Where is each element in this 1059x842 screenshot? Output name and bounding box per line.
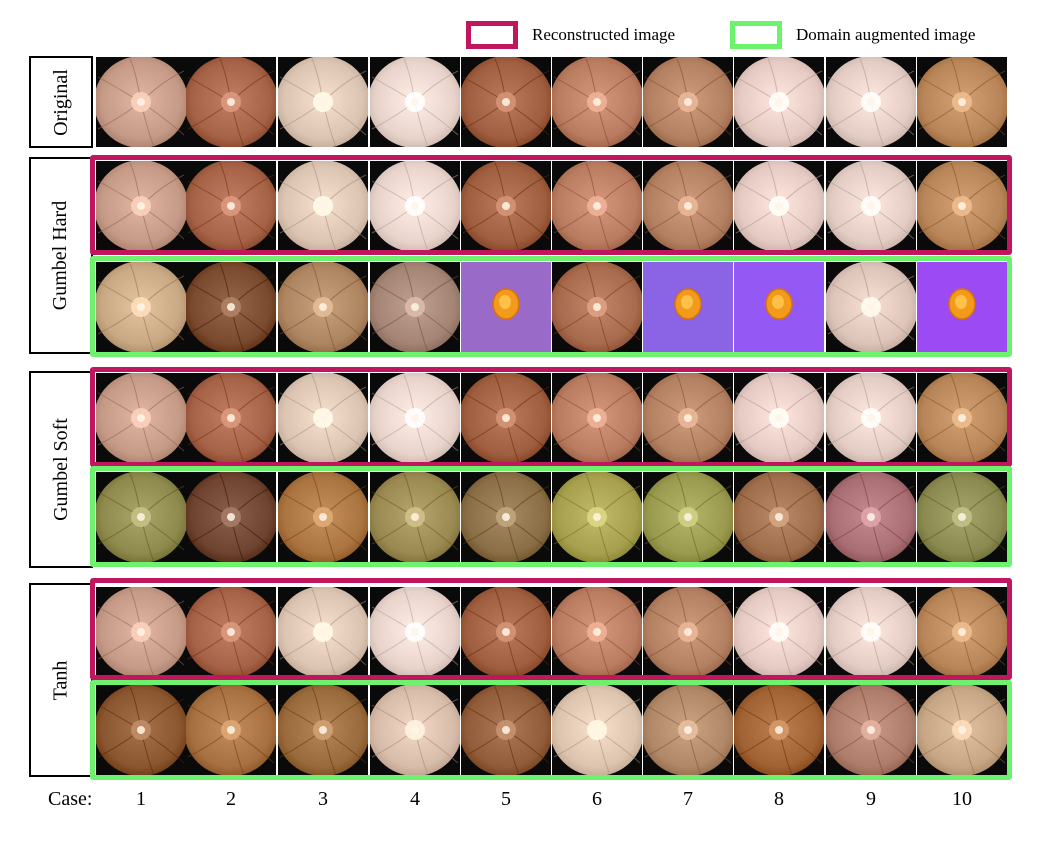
fundus-image-gumbel-hard-augmented-case-2 xyxy=(186,262,276,352)
case-number-8: 8 xyxy=(774,788,784,810)
case-number-5: 5 xyxy=(501,788,511,810)
fundus-image-gumbel-hard-reconstructed-case-1 xyxy=(96,161,186,251)
fundus-image-gumbel-hard-reconstructed-case-6 xyxy=(552,161,642,251)
fundus-image-gumbel-soft-augmented-case-4 xyxy=(370,472,460,562)
row-label-tanh: Tanh xyxy=(29,583,93,777)
fundus-image-original-case-1 xyxy=(96,57,186,147)
fundus-image-original-case-4 xyxy=(370,57,460,147)
legend-reconstructed-label: Reconstructed image xyxy=(532,25,676,44)
row-label-original: Original xyxy=(29,56,93,148)
fundus-image-tanh-reconstructed-case-10 xyxy=(917,587,1007,677)
fundus-image-gumbel-hard-augmented-case-1 xyxy=(96,262,186,352)
fundus-image-gumbel-soft-augmented-case-9 xyxy=(826,472,916,562)
fundus-image-tanh-augmented-case-2 xyxy=(186,685,276,775)
fundus-image-gumbel-soft-reconstructed-case-4 xyxy=(370,373,460,463)
case-axis-label: Case: xyxy=(48,788,93,810)
fundus-image-tanh-reconstructed-case-5 xyxy=(461,587,551,677)
legend-reconstructed: Reconstructed image xyxy=(466,18,675,52)
fundus-image-gumbel-hard-reconstructed-case-2 xyxy=(186,161,276,251)
case-number-7: 7 xyxy=(683,788,693,810)
fundus-image-gumbel-soft-reconstructed-case-8 xyxy=(734,373,824,463)
fundus-image-tanh-augmented-case-10 xyxy=(917,685,1007,775)
fundus-image-tanh-reconstructed-case-9 xyxy=(826,587,916,677)
fundus-image-tanh-reconstructed-case-4 xyxy=(370,587,460,677)
fundus-image-tanh-reconstructed-case-8 xyxy=(734,587,824,677)
fundus-image-gumbel-soft-augmented-case-10 xyxy=(917,472,1007,562)
legend-augmented-swatch xyxy=(730,21,782,49)
fundus-image-gumbel-hard-augmented-case-10 xyxy=(917,262,1007,352)
fundus-image-gumbel-hard-augmented-case-8 xyxy=(734,262,824,352)
fundus-image-gumbel-soft-reconstructed-case-6 xyxy=(552,373,642,463)
fundus-image-gumbel-hard-reconstructed-case-8 xyxy=(734,161,824,251)
fundus-image-tanh-reconstructed-case-3 xyxy=(278,587,368,677)
fundus-image-gumbel-soft-reconstructed-case-2 xyxy=(186,373,276,463)
case-number-9: 9 xyxy=(866,788,876,810)
row-label-gumbel-hard: Gumbel Hard xyxy=(29,157,93,354)
case-number-3: 3 xyxy=(318,788,328,810)
fundus-image-original-case-10 xyxy=(917,57,1007,147)
fundus-image-tanh-augmented-case-5 xyxy=(461,685,551,775)
fundus-image-gumbel-soft-reconstructed-case-9 xyxy=(826,373,916,463)
legend-augmented-label: Domain augmented image xyxy=(796,25,976,44)
fundus-image-tanh-augmented-case-9 xyxy=(826,685,916,775)
fundus-image-gumbel-hard-reconstructed-case-5 xyxy=(461,161,551,251)
fundus-image-gumbel-soft-augmented-case-1 xyxy=(96,472,186,562)
fundus-image-original-case-5 xyxy=(461,57,551,147)
case-number-4: 4 xyxy=(410,788,420,810)
fundus-image-gumbel-soft-augmented-case-7 xyxy=(643,472,733,562)
fundus-image-tanh-reconstructed-case-2 xyxy=(186,587,276,677)
fundus-image-gumbel-soft-reconstructed-case-7 xyxy=(643,373,733,463)
case-number-10: 10 xyxy=(952,788,972,810)
fundus-image-tanh-augmented-case-4 xyxy=(370,685,460,775)
fundus-image-tanh-augmented-case-6 xyxy=(552,685,642,775)
fundus-image-gumbel-hard-reconstructed-case-10 xyxy=(917,161,1007,251)
fundus-image-tanh-augmented-case-7 xyxy=(643,685,733,775)
fundus-image-gumbel-soft-augmented-case-8 xyxy=(734,472,824,562)
row-label-tanh-text: Tanh xyxy=(49,660,72,700)
fundus-image-original-case-8 xyxy=(734,57,824,147)
fundus-image-gumbel-soft-reconstructed-case-1 xyxy=(96,373,186,463)
fundus-image-gumbel-soft-reconstructed-case-3 xyxy=(278,373,368,463)
fundus-image-tanh-reconstructed-case-6 xyxy=(552,587,642,677)
row-label-gumbel-soft-text: Gumbel Soft xyxy=(49,418,72,521)
case-number-1: 1 xyxy=(136,788,146,810)
fundus-image-original-case-3 xyxy=(278,57,368,147)
fundus-image-gumbel-hard-augmented-case-6 xyxy=(552,262,642,352)
case-number-6: 6 xyxy=(592,788,602,810)
fundus-image-gumbel-hard-augmented-case-4 xyxy=(370,262,460,352)
fundus-image-gumbel-hard-reconstructed-case-7 xyxy=(643,161,733,251)
row-label-original-text: Original xyxy=(49,68,72,136)
fundus-image-tanh-augmented-case-8 xyxy=(734,685,824,775)
fundus-image-gumbel-hard-reconstructed-case-9 xyxy=(826,161,916,251)
fundus-image-gumbel-soft-reconstructed-case-5 xyxy=(461,373,551,463)
fundus-image-tanh-reconstructed-case-7 xyxy=(643,587,733,677)
fundus-image-gumbel-hard-augmented-case-7 xyxy=(643,262,733,352)
fundus-image-gumbel-soft-augmented-case-3 xyxy=(278,472,368,562)
fundus-image-gumbel-hard-reconstructed-case-4 xyxy=(370,161,460,251)
fundus-image-tanh-augmented-case-1 xyxy=(96,685,186,775)
fundus-image-gumbel-hard-augmented-case-5 xyxy=(461,262,551,352)
row-label-gumbel-soft: Gumbel Soft xyxy=(29,371,93,568)
fundus-image-gumbel-hard-augmented-case-3 xyxy=(278,262,368,352)
fundus-image-gumbel-soft-augmented-case-5 xyxy=(461,472,551,562)
fundus-image-tanh-reconstructed-case-1 xyxy=(96,587,186,677)
fundus-image-gumbel-hard-augmented-case-9 xyxy=(826,262,916,352)
fundus-image-tanh-augmented-case-3 xyxy=(278,685,368,775)
fundus-image-gumbel-soft-reconstructed-case-10 xyxy=(917,373,1007,463)
fundus-image-original-case-9 xyxy=(826,57,916,147)
legend-augmented: Domain augmented image xyxy=(730,18,975,52)
fundus-image-original-case-6 xyxy=(552,57,642,147)
fundus-image-original-case-7 xyxy=(643,57,733,147)
fundus-image-gumbel-soft-augmented-case-6 xyxy=(552,472,642,562)
row-label-gumbel-hard-text: Gumbel Hard xyxy=(49,200,72,311)
fundus-image-gumbel-hard-reconstructed-case-3 xyxy=(278,161,368,251)
fundus-image-gumbel-soft-augmented-case-2 xyxy=(186,472,276,562)
legend-reconstructed-swatch xyxy=(466,21,518,49)
case-number-2: 2 xyxy=(226,788,236,810)
fundus-image-original-case-2 xyxy=(186,57,276,147)
